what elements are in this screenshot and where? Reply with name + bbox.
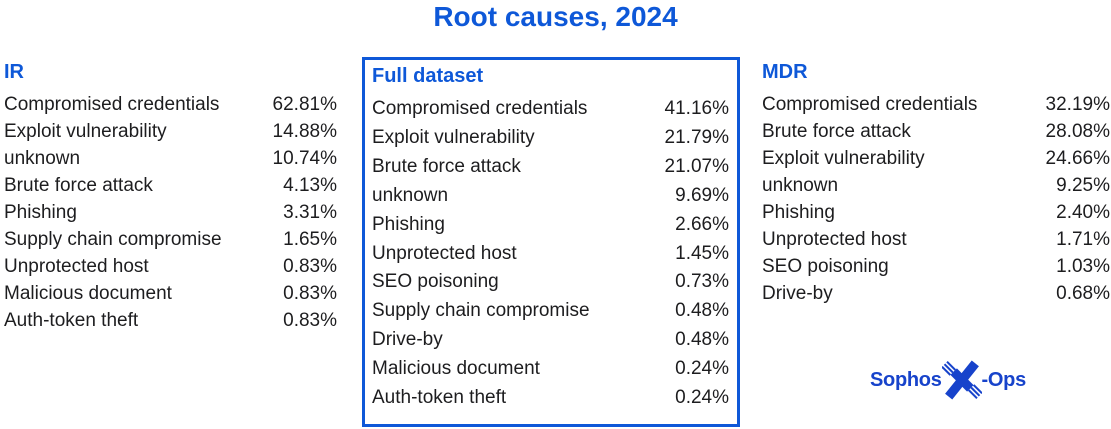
figure-title: Root causes, 2024 xyxy=(433,1,678,32)
table-row: Compromised credentials 41.16% xyxy=(372,95,729,124)
row-label: Brute force attack xyxy=(762,121,911,142)
row-label: Supply chain compromise xyxy=(4,229,222,250)
table-row: unknown 9.69% xyxy=(372,182,729,211)
row-label: Auth-token theft xyxy=(372,387,507,409)
row-label: Exploit vulnerability xyxy=(4,121,167,142)
table-row: Drive-by 0.48% xyxy=(372,326,729,355)
row-value: 0.73% xyxy=(675,271,729,293)
row-value: 28.08% xyxy=(1045,121,1110,142)
row-label: Exploit vulnerability xyxy=(372,126,535,148)
row-value: 0.48% xyxy=(675,329,729,351)
table-row: unknown 10.74% xyxy=(4,145,337,172)
table-row: Phishing 3.31% xyxy=(4,199,337,226)
row-value: 0.48% xyxy=(675,300,729,322)
table-row: Unprotected host 1.45% xyxy=(372,240,729,269)
row-value: 1.71% xyxy=(1056,229,1110,250)
table-row: Brute force attack 4.13% xyxy=(4,172,337,199)
row-label: unknown xyxy=(372,184,449,206)
row-value: 1.03% xyxy=(1056,256,1110,277)
row-label: Drive-by xyxy=(762,283,833,304)
table-row: SEO poisoning 1.03% xyxy=(762,253,1110,280)
row-value: 9.69% xyxy=(675,184,729,206)
row-value: 1.65% xyxy=(283,229,337,250)
table-row: Unprotected host 0.83% xyxy=(4,253,337,280)
full-dataset-header: Full dataset xyxy=(372,65,484,87)
row-value: 2.66% xyxy=(675,213,729,235)
row-value: 2.40% xyxy=(1056,202,1110,223)
row-value: 41.16% xyxy=(664,98,729,119)
row-value: 62.81% xyxy=(272,94,337,115)
mdr-table: MDR Compromised credentials 32.19% Brute… xyxy=(762,60,1110,307)
row-value: 24.66% xyxy=(1045,148,1110,169)
row-value: 0.24% xyxy=(675,387,729,409)
table-row: Phishing 2.40% xyxy=(762,199,1110,226)
row-label: Unprotected host xyxy=(4,256,149,277)
row-value: 21.79% xyxy=(664,126,729,148)
row-label: SEO poisoning xyxy=(372,271,499,293)
row-label: Compromised credentials xyxy=(762,94,978,115)
table-row: Phishing 2.66% xyxy=(372,211,729,240)
row-label: Unprotected host xyxy=(762,229,907,250)
row-label: Exploit vulnerability xyxy=(762,148,925,169)
row-label: Drive-by xyxy=(372,329,443,351)
full-dataset-panel: Full dataset Compromised credentials 41.… xyxy=(362,57,740,427)
table-row: Malicious document 0.24% xyxy=(372,355,729,384)
table-row: Unprotected host 1.71% xyxy=(762,226,1110,253)
row-label: SEO poisoning xyxy=(762,256,889,277)
row-label: Compromised credentials xyxy=(4,94,220,115)
row-label: Malicious document xyxy=(372,358,540,380)
row-value: 0.83% xyxy=(283,256,337,277)
table-row: SEO poisoning 0.73% xyxy=(372,268,729,297)
row-value: 14.88% xyxy=(272,121,337,142)
sophos-xops-logo: Sophos -Ops xyxy=(870,360,1026,400)
table-row: Brute force attack 21.07% xyxy=(372,153,729,182)
table-row: Compromised credentials 32.19% xyxy=(762,91,1110,118)
table-row: Drive-by 0.68% xyxy=(762,280,1110,307)
table-row: Auth-token theft 0.24% xyxy=(372,384,729,413)
table-row: Compromised credentials 62.81% xyxy=(4,91,337,118)
row-value: 0.83% xyxy=(283,283,337,304)
row-label: Malicious document xyxy=(4,283,172,304)
full-dataset-rows: Compromised credentials 41.16% Exploit v… xyxy=(372,95,729,413)
ir-table: IR Compromised credentials 62.81% Exploi… xyxy=(4,60,337,334)
logo-sophos-text: Sophos xyxy=(870,369,942,391)
row-label: Phishing xyxy=(372,213,445,235)
row-value: 0.24% xyxy=(675,358,729,380)
mdr-table-header: MDR xyxy=(762,61,808,83)
row-value: 0.83% xyxy=(283,310,337,331)
table-row: Exploit vulnerability 24.66% xyxy=(762,145,1110,172)
row-value: 4.13% xyxy=(283,175,337,196)
row-label: Phishing xyxy=(4,202,77,223)
table-row: Exploit vulnerability 21.79% xyxy=(372,124,729,153)
row-value: 32.19% xyxy=(1045,94,1110,115)
row-label: Brute force attack xyxy=(372,155,521,177)
row-label: Phishing xyxy=(762,202,835,223)
table-row: Brute force attack 28.08% xyxy=(762,118,1110,145)
mdr-table-rows: Compromised credentials 32.19% Brute for… xyxy=(762,91,1110,307)
row-label: unknown xyxy=(762,175,839,196)
row-label: Supply chain compromise xyxy=(372,300,590,322)
row-label: unknown xyxy=(4,148,81,169)
row-label: Auth-token theft xyxy=(4,310,139,331)
logo-ops-text: -Ops xyxy=(981,369,1027,391)
table-row: Exploit vulnerability 14.88% xyxy=(4,118,337,145)
table-row: unknown 9.25% xyxy=(762,172,1110,199)
row-value: 3.31% xyxy=(283,202,337,223)
ir-table-rows: Compromised credentials 62.81% Exploit v… xyxy=(4,91,337,334)
ir-table-header: IR xyxy=(4,61,24,83)
table-row: Malicious document 0.83% xyxy=(4,280,337,307)
table-row: Auth-token theft 0.83% xyxy=(4,307,337,334)
row-value: 10.74% xyxy=(272,148,337,169)
row-value: 9.25% xyxy=(1056,175,1110,196)
row-label: Compromised credentials xyxy=(372,98,588,119)
row-value: 0.68% xyxy=(1056,283,1110,304)
table-row: Supply chain compromise 1.65% xyxy=(4,226,337,253)
row-value: 21.07% xyxy=(664,155,729,177)
row-value: 1.45% xyxy=(675,242,729,264)
striped-x-icon xyxy=(941,360,982,400)
row-label: Brute force attack xyxy=(4,175,153,196)
table-row: Supply chain compromise 0.48% xyxy=(372,297,729,326)
row-label: Unprotected host xyxy=(372,242,517,264)
